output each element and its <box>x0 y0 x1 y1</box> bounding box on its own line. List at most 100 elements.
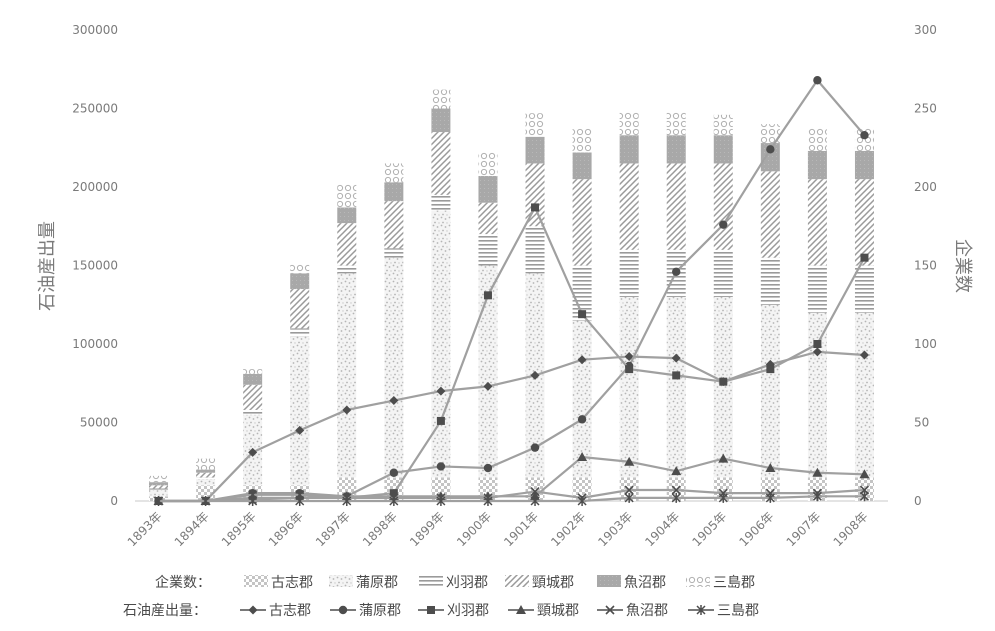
bar-segment <box>337 273 357 478</box>
legend-bar-item: 古志郡 <box>244 575 313 591</box>
line-point <box>530 487 540 497</box>
legend-line-item: 魚沼郡 <box>597 603 668 619</box>
y2-tick-label: 100 <box>914 337 937 351</box>
bar-segment <box>290 289 310 329</box>
x-tick-label: 1902年 <box>548 509 588 549</box>
line-point <box>389 396 399 406</box>
bar-segment <box>854 265 874 313</box>
bar-segment <box>478 202 498 235</box>
bar-segment <box>525 113 545 137</box>
bar-segment <box>196 472 216 478</box>
x-tick-label: 1908年 <box>831 509 871 549</box>
y-tick-label: 50000 <box>80 416 118 430</box>
line-point <box>483 496 493 506</box>
line-point <box>860 253 869 262</box>
legend-bar-title: 企業数： <box>155 574 211 591</box>
legend-swatch <box>329 575 353 587</box>
line-point <box>719 377 728 386</box>
bar-segment <box>149 488 169 491</box>
x-tick-label: 1906年 <box>736 509 776 549</box>
line-point <box>483 291 492 300</box>
y-tick-label: 0 <box>110 494 118 508</box>
line-point <box>765 463 776 473</box>
line-point <box>483 381 493 391</box>
y2-tick-label: 300 <box>914 23 937 37</box>
line-point <box>860 130 869 140</box>
line-point <box>765 492 775 503</box>
y2-tick-label: 150 <box>914 259 937 273</box>
y-axis-title: 石油産出量 <box>37 221 58 311</box>
line-point <box>389 496 399 506</box>
x-tick-label: 1905年 <box>689 509 729 549</box>
line-point <box>718 492 728 503</box>
bar-segment <box>196 477 216 480</box>
bar-segment <box>807 312 827 478</box>
bar-segment <box>243 384 263 410</box>
bar-segment <box>760 304 780 478</box>
legend-line-item: 蒲原郡 <box>330 603 401 619</box>
bar-segment <box>807 477 827 501</box>
line-point <box>624 456 635 466</box>
line-point <box>248 447 258 457</box>
bar-segment <box>713 163 733 250</box>
legend-swatch <box>686 575 710 587</box>
line-point <box>719 220 728 229</box>
series-line <box>158 495 865 503</box>
legend-marker <box>605 605 615 615</box>
line-point <box>577 355 587 365</box>
legend-marker <box>696 605 706 615</box>
y2-tick-label: 250 <box>914 102 937 116</box>
bar-segment <box>525 477 545 501</box>
line-point <box>812 491 822 502</box>
bar-segment <box>619 163 639 250</box>
legend-label: 蒲原郡 <box>359 603 401 619</box>
bar-segment <box>149 485 169 489</box>
bar-segment <box>807 150 827 180</box>
legend-marker <box>427 606 435 614</box>
x-axis: 1893年 1894年 1895年 1896年 1897年 1898年 1899年 1900年… <box>125 509 871 549</box>
bar-segment <box>619 111 639 136</box>
line-point <box>813 340 822 348</box>
x-tick-label: 1897年 <box>313 509 353 549</box>
line-point <box>812 347 822 357</box>
bar-segment <box>760 171 780 258</box>
line-point <box>766 145 775 154</box>
line-point <box>859 350 869 360</box>
bar-segment <box>713 477 733 501</box>
line-point <box>812 467 823 477</box>
bar-segment <box>854 312 874 478</box>
bar-segment <box>478 477 498 501</box>
y2-axis-title: 企業数 <box>952 239 973 293</box>
line-point <box>295 496 305 506</box>
bar-segment <box>619 296 639 478</box>
line-point <box>389 468 399 477</box>
bar-segment <box>525 226 545 274</box>
x-tick-label: 1895年 <box>219 509 259 549</box>
bar-segment <box>243 369 263 374</box>
bar-segment <box>431 108 451 133</box>
legend-swatch <box>597 575 621 587</box>
series-line <box>158 350 865 503</box>
legend-line-items: 古志郡 蒲原郡 刈羽郡 頸城郡 魚沼郡 三島郡 <box>240 603 759 619</box>
bar-segment <box>478 265 498 478</box>
y2-tick-label: 200 <box>914 180 937 194</box>
bar-segment <box>243 373 263 385</box>
x-tick-label: 1899年 <box>407 509 447 549</box>
bar-segment <box>243 409 263 415</box>
line-point <box>672 267 681 276</box>
bar-segment <box>478 234 498 266</box>
legend-label: 頸城郡 <box>537 603 579 619</box>
line-point <box>577 415 587 424</box>
y-tick-label: 200000 <box>72 180 118 194</box>
bar-segment <box>431 194 451 211</box>
legend-line-item: 三島郡 <box>688 603 759 619</box>
x-tick-label: 1894年 <box>172 509 212 549</box>
line-point <box>578 310 587 319</box>
line-point <box>671 492 681 503</box>
legend-bar-item: 頸城郡 <box>505 575 574 591</box>
bar-segment <box>149 490 169 497</box>
legend-label: 頸城郡 <box>532 575 574 591</box>
y-tick-label: 250000 <box>72 102 118 116</box>
line-point <box>859 491 869 502</box>
